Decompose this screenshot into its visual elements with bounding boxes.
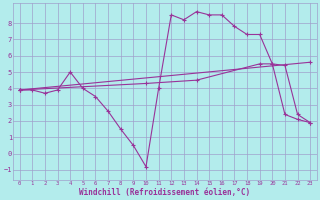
X-axis label: Windchill (Refroidissement éolien,°C): Windchill (Refroidissement éolien,°C)	[79, 188, 251, 197]
